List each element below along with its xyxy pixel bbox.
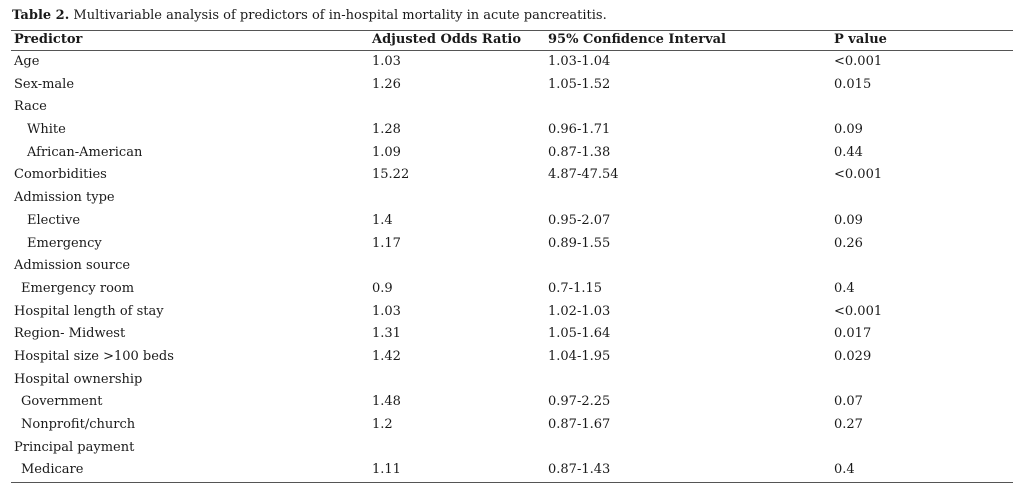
odds-ratio-cell: 1.42: [372, 348, 401, 364]
odds-ratio-cell: 15.22: [372, 167, 410, 183]
table-row: Elective 1.4 0.95-2.07 0.09: [0, 210, 1019, 233]
p-value-cell: 0.017: [834, 326, 872, 342]
table-row: Medicare 1.11 0.87-1.43 0.4: [0, 459, 1019, 482]
caption-label: Table 2.: [12, 8, 70, 23]
bottom-rule: [11, 482, 1013, 483]
table-row: Admission source: [0, 255, 1019, 278]
odds-ratio-cell: 1.31: [372, 326, 401, 342]
table-row: Age 1.03 1.03-1.04 <0.001: [0, 51, 1019, 74]
table-row: Hospital ownership: [0, 369, 1019, 392]
odds-ratio-cell: 1.11: [372, 462, 401, 478]
odds-ratio-cell: 0.9: [372, 280, 393, 296]
odds-ratio-cell: 1.48: [372, 394, 401, 410]
table-row: Hospital size >100 beds 1.42 1.04-1.95 0.02…: [0, 346, 1019, 369]
confidence-interval-cell: 0.89-1.55: [548, 235, 611, 251]
predictor-cell: Comorbidities: [14, 167, 107, 183]
predictor-cell: Race: [14, 99, 47, 115]
table-body: Age 1.03 1.03-1.04 <0.001 Sex-male 1.26 1.05-1…: [0, 51, 1019, 482]
confidence-interval-cell: 1.05-1.52: [548, 76, 611, 92]
table-row: Principal payment: [0, 437, 1019, 460]
predictor-cell: Emergency room: [21, 280, 135, 296]
predictor-cell: Government: [21, 394, 103, 410]
confidence-interval-cell: 1.02-1.03: [548, 303, 611, 319]
p-value-cell: <0.001: [834, 54, 883, 69]
confidence-interval-cell: 0.97-2.25: [548, 394, 611, 410]
caption-text: Multivariable analysis of predictors of …: [69, 8, 607, 23]
p-value-cell: 0.4: [834, 280, 855, 296]
p-value-cell: 0.029: [834, 348, 872, 364]
confidence-interval-cell: 0.96-1.71: [548, 122, 611, 138]
confidence-interval-cell: 1.05-1.64: [548, 326, 611, 342]
predictor-cell: White: [27, 122, 66, 138]
confidence-interval-cell: 0.7-1.15: [548, 280, 603, 296]
confidence-interval-cell: 0.87-1.43: [548, 462, 611, 478]
predictor-cell: Hospital size >100 beds: [14, 348, 174, 364]
predictor-cell: Age: [14, 54, 40, 69]
odds-ratio-cell: 1.03: [372, 303, 401, 319]
p-value-cell: 0.44: [834, 144, 863, 160]
confidence-interval-cell: 0.95-2.07: [548, 212, 611, 228]
header-predictor: Predictor: [14, 32, 83, 47]
table-row: Emergency room 0.9 0.7-1.15 0.4: [0, 278, 1019, 301]
top-rule: [11, 30, 1013, 31]
predictor-cell: African-American: [27, 144, 143, 160]
confidence-interval-cell: 1.04-1.95: [548, 348, 611, 364]
table-row: Admission type: [0, 187, 1019, 210]
header-p-value: P value: [834, 32, 887, 47]
confidence-interval-cell: 1.03-1.04: [548, 54, 611, 69]
p-value-cell: 0.07: [834, 394, 863, 410]
p-value-cell: 0.4: [834, 462, 855, 478]
predictor-cell: Emergency: [27, 235, 102, 251]
p-value-cell: 0.09: [834, 122, 863, 138]
predictor-cell: Hospital ownership: [14, 371, 143, 387]
header-confidence-interval: 95% Confidence Interval: [548, 32, 726, 47]
p-value-cell: 0.27: [834, 417, 863, 432]
predictor-cell: Region- Midwest: [14, 326, 126, 342]
odds-ratio-cell: 1.09: [372, 144, 401, 160]
table-row: Emergency 1.17 0.89-1.55 0.26: [0, 233, 1019, 256]
predictor-cell: Hospital length of stay: [14, 303, 164, 319]
header-rule: [11, 50, 1013, 51]
predictor-cell: Admission source: [14, 258, 131, 274]
predictor-cell: Admission type: [14, 190, 115, 206]
table-row: Hospital length of stay 1.03 1.02-1.03 <0.0…: [0, 301, 1019, 324]
predictor-cell: Medicare: [21, 462, 84, 478]
p-value-cell: <0.001: [834, 167, 883, 183]
predictor-cell: Sex-male: [14, 76, 75, 92]
odds-ratio-cell: 1.17: [372, 235, 401, 251]
table-row: Race: [0, 96, 1019, 119]
table-row: African-American 1.09 0.87-1.38 0.44: [0, 142, 1019, 165]
table-row: Nonprofit/church 1.2 0.87-1.67 0.27: [0, 414, 1019, 437]
predictor-cell: Nonprofit/church: [21, 417, 136, 432]
confidence-interval-cell: 0.87-1.67: [548, 417, 611, 432]
table-row: White 1.28 0.96-1.71 0.09: [0, 119, 1019, 142]
confidence-interval-cell: 0.87-1.38: [548, 144, 611, 160]
p-value-cell: 0.09: [834, 212, 863, 228]
table-caption: Table 2. Multivariable analysis of predi…: [12, 6, 607, 26]
confidence-interval-cell: 4.87-47.54: [548, 167, 619, 183]
table-row: Comorbidities 15.22 4.87-47.54 <0.001: [0, 164, 1019, 187]
p-value-cell: 0.26: [834, 235, 863, 251]
odds-ratio-cell: 1.4: [372, 212, 393, 228]
odds-ratio-cell: 1.28: [372, 122, 401, 138]
odds-ratio-cell: 1.03: [372, 54, 401, 69]
predictor-cell: Elective: [27, 212, 81, 228]
p-value-cell: <0.001: [834, 303, 883, 319]
odds-ratio-cell: 1.26: [372, 76, 401, 92]
table-row: Region- Midwest 1.31 1.05-1.64 0.017: [0, 323, 1019, 346]
p-value-cell: 0.015: [834, 76, 872, 92]
odds-ratio-cell: 1.2: [372, 417, 393, 432]
table-row: Sex-male 1.26 1.05-1.52 0.015: [0, 74, 1019, 97]
predictor-cell: Principal payment: [14, 439, 135, 455]
table-row: Government 1.48 0.97-2.25 0.07: [0, 391, 1019, 414]
table-header: Predictor Adjusted Odds Ratio 95% Confid…: [0, 30, 1019, 50]
header-odds-ratio: Adjusted Odds Ratio: [372, 32, 522, 47]
